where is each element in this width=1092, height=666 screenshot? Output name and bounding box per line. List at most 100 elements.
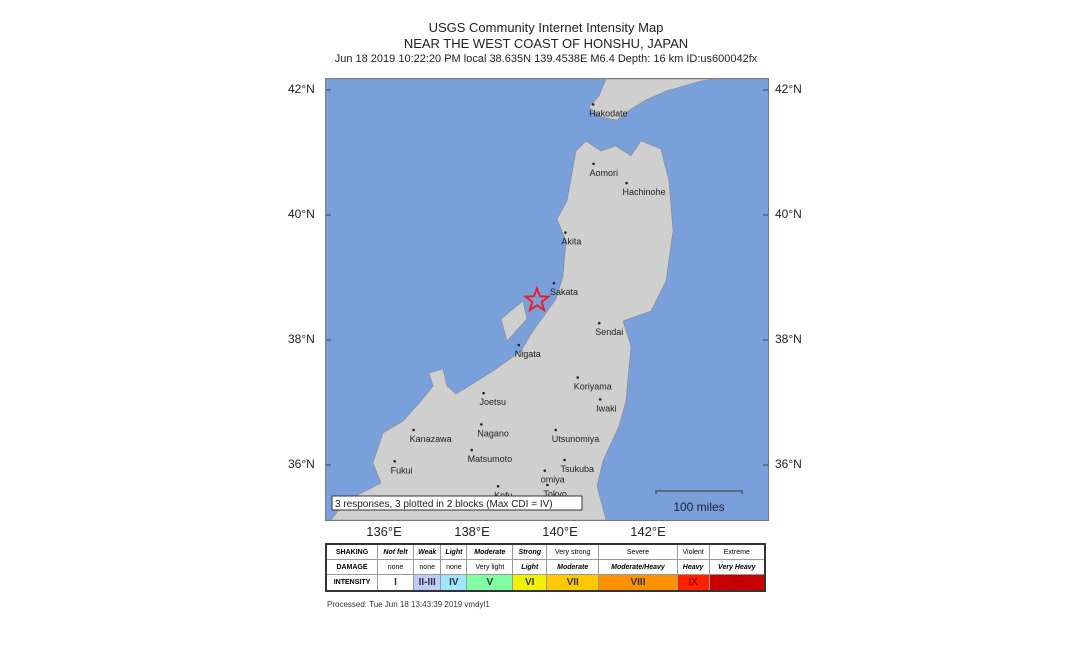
city-matsumoto: Matsumoto: [468, 448, 513, 464]
damage-cell: none: [440, 559, 468, 575]
city-label: Utsunomiya: [552, 434, 600, 444]
region-title: NEAR THE WEST COAST OF HONSHU, JAPAN: [403, 36, 689, 51]
city-dot: [591, 103, 595, 106]
shaking-cell: Weak: [412, 543, 442, 560]
scale-line: [655, 490, 743, 494]
damage-cell: Heavy: [676, 559, 710, 575]
damage-cell: none: [412, 559, 442, 575]
city-label: Aomori: [590, 168, 619, 178]
city-label: Fukui: [391, 465, 413, 475]
city-tsukuba: Tsukuba: [561, 458, 595, 474]
city-dot: [592, 162, 595, 166]
city-aomori: Aomori: [590, 162, 619, 178]
city-dot: [393, 459, 396, 463]
lat-tick-left: 36°N: [288, 457, 315, 471]
city-dot: [480, 423, 483, 426]
city-label: Hakodate: [589, 108, 628, 118]
intensity-cell: IX: [676, 574, 710, 592]
city-label: Nigata: [515, 349, 541, 359]
star-icon: [522, 285, 552, 313]
shaking-cell: Violent: [676, 543, 710, 560]
city-dot: [552, 281, 556, 285]
damage-cell: Moderate/Heavy: [598, 559, 678, 575]
city-label: Kofu: [494, 490, 513, 500]
city-dot: [546, 483, 549, 487]
city-dot: [563, 458, 566, 462]
city-dot: [598, 398, 602, 401]
city-dot: [554, 428, 558, 432]
lon-tick: 136°E: [366, 524, 402, 539]
lat-tick-left: 40°N: [288, 207, 315, 221]
damage-cell: Moderate: [546, 559, 600, 575]
intensity-cell: VI: [512, 574, 548, 592]
city-label: Nagano: [477, 428, 509, 438]
intensity-cell: VII: [546, 574, 600, 592]
city-label: Iwaki: [596, 403, 617, 413]
lat-tick-right: 36°N: [775, 457, 802, 471]
lat-tick-right: 40°N: [775, 207, 802, 221]
intensity-cell: IV: [440, 574, 468, 592]
damage-cell: Very light: [466, 559, 514, 575]
city-label: omiya: [541, 475, 565, 485]
city-dot: [576, 376, 580, 379]
lat-tick-right: 38°N: [775, 332, 802, 346]
intensity-label: INTENSITY: [325, 574, 378, 592]
city-dot: [543, 469, 547, 472]
summary-box: 3 responses, 3 plotted in 2 blocks (Max …: [331, 495, 583, 511]
city-dot: [625, 181, 628, 185]
city-label: Matsumoto: [468, 454, 513, 464]
city-label: Akita: [561, 237, 581, 247]
intensity-map[interactable]: Hakodate Aomori Hachinohe Akita Sakata Sendai…: [325, 78, 769, 521]
shaking-cell: Extreme: [708, 543, 766, 560]
city-akita: Akita: [561, 231, 581, 247]
city-dot: [470, 448, 473, 452]
shaking-cell: Moderate: [466, 543, 514, 560]
city-joetsu: Joetsu: [480, 391, 506, 407]
city-fukui: Fukui: [391, 459, 413, 475]
city-sakata: Sakata: [550, 281, 578, 297]
city-label: Tokyo: [543, 489, 567, 499]
city-sendai: Sendai: [595, 321, 623, 337]
shaking-cell: Severe: [598, 543, 678, 560]
summary-frame: [331, 495, 583, 511]
city-dot: [564, 231, 567, 234]
processed-info: Processed: Tue Jun 18 13:43:39 2019 vmdy…: [327, 600, 490, 609]
city-tokyo: Tokyo: [543, 483, 567, 499]
intensity-cell: I: [377, 574, 414, 592]
city-label: Tsukuba: [561, 464, 595, 474]
summary-text: 3 responses, 3 plotted in 2 blocks (Max …: [335, 499, 553, 510]
intensity-cell: V: [466, 574, 514, 592]
city-nigata: Nigata: [515, 343, 541, 359]
city-dot: [482, 391, 485, 395]
shaking-cell: Very strong: [546, 543, 600, 560]
city-dot: [412, 428, 415, 432]
city-label: Koriyama: [574, 382, 612, 392]
damage-label: DAMAGE: [325, 559, 378, 575]
city-hachinohe: Hachinohe: [623, 181, 666, 197]
city-dot: [597, 321, 601, 325]
city-iwaki: Iwaki: [596, 398, 617, 413]
city-utsunomiya: Utsunomiya: [552, 428, 600, 444]
intensity-legend: SHAKING Not felt Weak Light Moderate Strong Ve…: [325, 543, 766, 592]
shaking-cell: Not felt: [377, 543, 414, 560]
lon-tick: 140°E: [542, 524, 578, 539]
lat-tick-left: 42°N: [288, 82, 315, 96]
scale-label: 100 miles: [673, 500, 724, 514]
land-hokkaido: [588, 79, 714, 121]
lat-tick-left: 38°N: [288, 332, 315, 346]
intensity-cell: II-III: [412, 574, 442, 592]
city-dot: [496, 484, 500, 488]
lon-tick: 142°E: [630, 524, 666, 539]
city-hakodate: Hakodate: [589, 103, 628, 118]
damage-cell: Light: [512, 559, 548, 575]
city-label: Sendai: [595, 327, 623, 337]
city-koriyama: Koriyama: [574, 376, 612, 392]
city-nagano: Nagano: [477, 423, 509, 438]
shaking-cell: Light: [440, 543, 468, 560]
lat-tick-right: 42°N: [775, 82, 802, 96]
damage-cell: none: [377, 559, 414, 575]
shaking-cell: Strong: [512, 543, 548, 560]
city-kofu: Kofu: [494, 484, 513, 500]
scale-bar: 100 miles: [655, 490, 743, 514]
land-sado: [500, 300, 528, 342]
